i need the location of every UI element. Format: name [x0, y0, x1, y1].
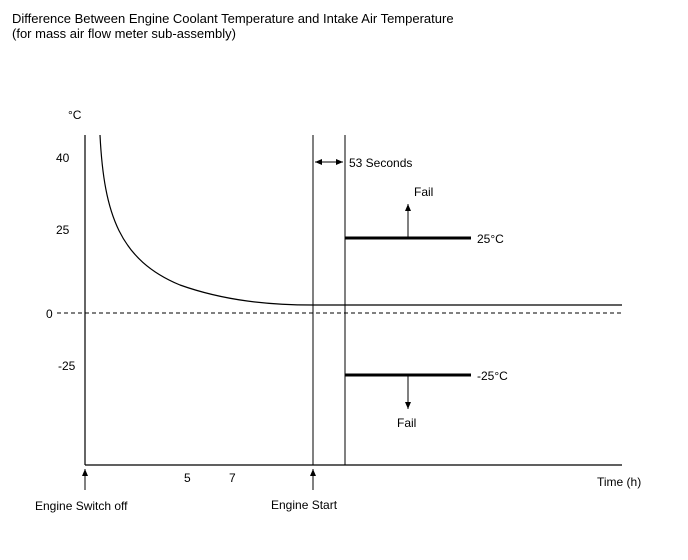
- upper-threshold-label: 25°C: [477, 232, 504, 246]
- upper-fail-label: Fail: [414, 185, 433, 199]
- switch-off-label: Engine Switch off: [35, 499, 128, 513]
- y-tick-label-25: 25: [56, 223, 70, 237]
- x-tick-label-5: 5: [184, 471, 191, 485]
- y-tick-label-minus-25: -25: [58, 359, 76, 373]
- y-tick-label-40: 40: [56, 151, 70, 165]
- engine-start-label: Engine Start: [271, 498, 338, 512]
- lower-threshold-label: -25°C: [477, 369, 508, 383]
- y-unit-label: °C: [68, 108, 82, 122]
- y-tick-label-0: 0: [46, 307, 53, 321]
- interval-label: 53 Seconds: [349, 156, 412, 170]
- lower-fail-label: Fail: [397, 416, 416, 430]
- x-tick-label-7: 7: [229, 471, 236, 485]
- subtitle-line: (for mass air flow meter sub-assembly): [12, 26, 236, 41]
- x-axis-label: Time (h): [597, 475, 641, 489]
- temperature-difference-curve: [99, 134, 622, 306]
- title-line: Difference Between Engine Coolant Temper…: [12, 11, 454, 26]
- diagram-title: Difference Between Engine Coolant Temper…: [12, 11, 454, 41]
